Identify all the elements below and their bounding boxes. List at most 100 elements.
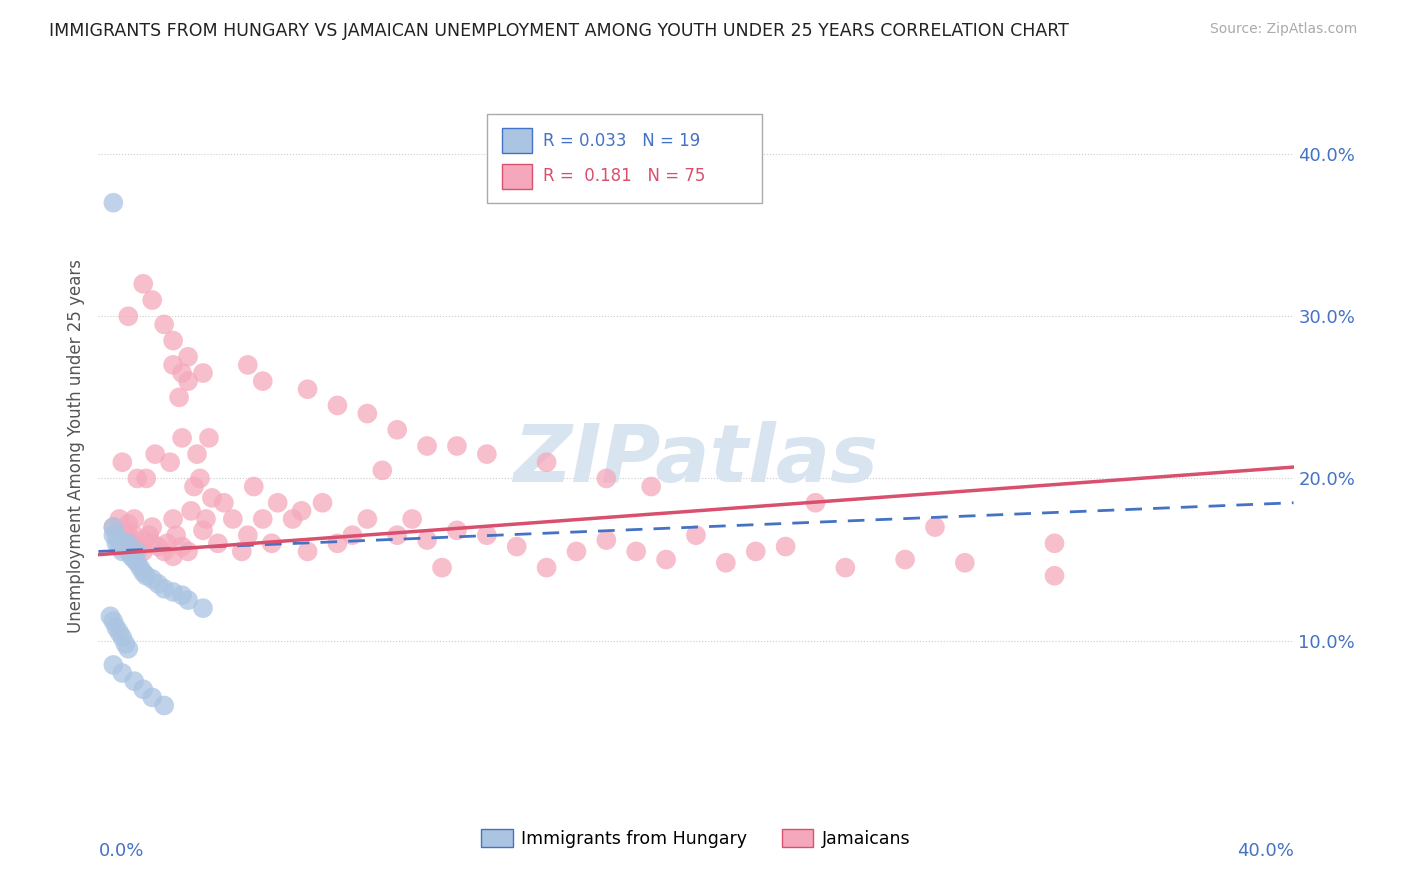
Text: R =  0.181   N = 75: R = 0.181 N = 75 [543,168,706,186]
Point [342,528,364,542]
Point [105,528,128,542]
Point [191,366,214,380]
Point [141,520,163,534]
Point [141,572,163,586]
Point [124,552,146,566]
Point [165,528,187,542]
Point [111,666,134,681]
Point [129,560,152,574]
Point [177,544,200,558]
Point [162,334,184,348]
Point [148,577,170,591]
Point [804,496,827,510]
Point [114,524,136,538]
Point [186,447,208,461]
Point [188,471,211,485]
Point [127,556,149,570]
Point [446,524,468,538]
Point [132,544,155,558]
Text: 0.0%: 0.0% [98,842,143,860]
Point [132,277,155,291]
Text: Source: ZipAtlas.com: Source: ZipAtlas.com [1209,22,1357,37]
Point [177,593,200,607]
Point [595,471,617,485]
Point [191,601,214,615]
Text: ZIPatlas: ZIPatlas [513,421,879,500]
Point [172,540,194,554]
Point [143,447,166,461]
Point [141,690,163,705]
Point [430,560,453,574]
Point [1043,536,1066,550]
Point [595,533,617,547]
Point [127,544,149,558]
Point [138,528,160,542]
Point [105,621,128,635]
Point [536,455,558,469]
Point [183,479,205,493]
Point [120,536,142,550]
Point [111,544,134,558]
Point [356,512,378,526]
Point [385,423,409,437]
Point [626,544,648,558]
Point [153,544,176,558]
Point [201,491,224,505]
Point [416,533,439,547]
Point [834,560,856,574]
Point [111,631,134,645]
Point [260,536,283,550]
Text: IMMIGRANTS FROM HUNGARY VS JAMAICAN UNEMPLOYMENT AMONG YOUTH UNDER 25 YEARS CORR: IMMIGRANTS FROM HUNGARY VS JAMAICAN UNEM… [49,22,1069,40]
Point [172,366,194,380]
Point [108,625,131,640]
Point [132,566,155,580]
Point [356,407,378,421]
Point [416,439,439,453]
Point [506,540,529,554]
Point [111,536,134,550]
Point [252,374,274,388]
Point [117,641,139,656]
Point [124,512,146,526]
Point [297,382,319,396]
Point [103,528,125,542]
Point [114,540,136,554]
Point [167,390,190,404]
Point [714,556,737,570]
Point [124,528,146,542]
Point [291,504,314,518]
Point [135,471,157,485]
Point [162,585,184,599]
Point [252,512,274,526]
Y-axis label: Unemployment Among Youth under 25 years: Unemployment Among Youth under 25 years [66,259,84,633]
Point [207,536,229,550]
Point [236,358,259,372]
Point [640,479,662,493]
Point [132,682,155,697]
Point [177,374,200,388]
Point [198,431,221,445]
Point [267,496,290,510]
Point [120,549,142,564]
Point [141,293,163,307]
Point [172,588,194,602]
Point [103,520,125,534]
Point [172,431,194,445]
Point [536,560,558,574]
Point [894,552,917,566]
Point [103,520,125,534]
Point [117,528,139,542]
Point [924,520,946,534]
Point [153,698,176,713]
Point [103,657,125,672]
Point [191,524,214,538]
Point [117,544,139,558]
Point [127,471,149,485]
Point [108,540,131,554]
Point [108,533,131,547]
Point [141,536,163,550]
Point [180,504,202,518]
FancyBboxPatch shape [502,128,533,153]
Point [153,582,176,596]
Point [326,536,349,550]
